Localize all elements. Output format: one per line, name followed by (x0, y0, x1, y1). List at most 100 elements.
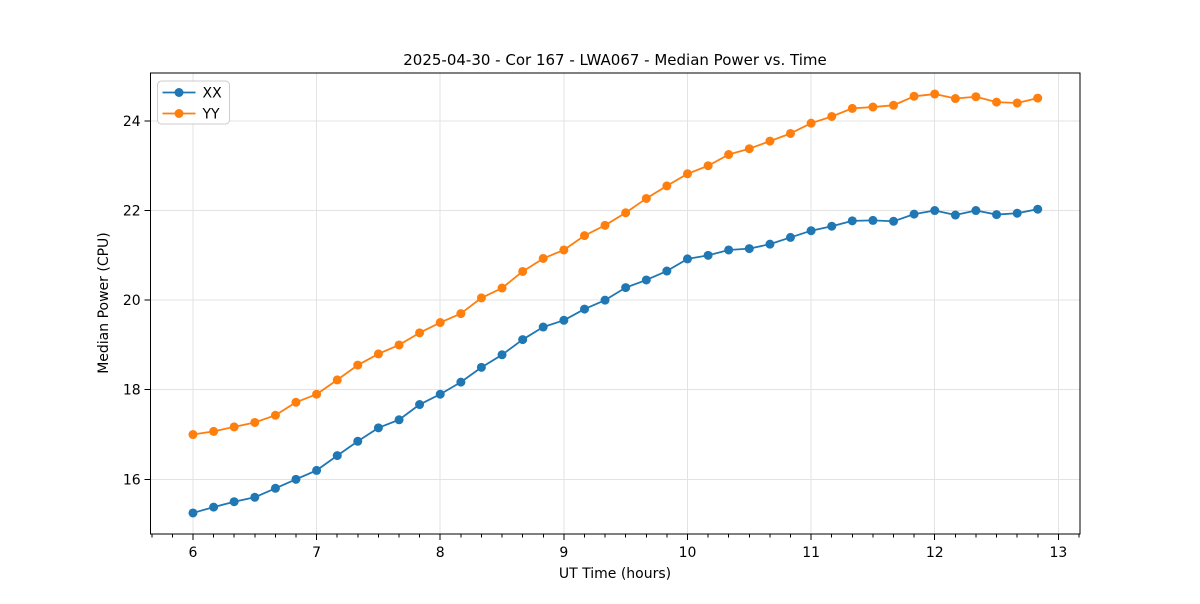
series-yy-point (992, 97, 1002, 107)
series-yy-point (538, 253, 548, 263)
series-yy-point (518, 266, 528, 276)
y-axis-label: Median Power (CPU) (96, 232, 112, 374)
y-tick-label: 18 (123, 383, 141, 399)
series-yy-point (250, 417, 260, 427)
series-xx-point (806, 226, 816, 236)
series-xx-point (992, 210, 1002, 220)
series-yy-point (394, 340, 404, 350)
series-yy-point (806, 118, 816, 128)
series-xx-point (559, 315, 569, 325)
series-xx-point (312, 465, 322, 475)
legend-yy-label: YY (202, 107, 221, 123)
series-yy-point (847, 103, 857, 113)
series-yy-point (312, 389, 322, 399)
series-xx-point (250, 492, 260, 502)
series-xx-point (971, 206, 981, 216)
series-xx-point (930, 206, 940, 216)
legend-xx-marker (174, 88, 184, 97)
series-xx-point (435, 389, 445, 399)
series-xx-point (785, 232, 795, 242)
series-yy-point (1033, 93, 1043, 103)
series-yy-point (415, 328, 425, 338)
series-xx-point (497, 350, 507, 360)
series-yy-point (703, 161, 713, 171)
series-yy-point (641, 193, 651, 203)
series-xx-point (332, 451, 342, 461)
x-tick-label: 6 (189, 545, 198, 561)
series-xx-point (724, 245, 734, 255)
x-tick-label: 11 (802, 545, 820, 561)
plot-border (150, 72, 1081, 535)
series-yy-point (724, 150, 734, 160)
series-xx-point (580, 304, 590, 314)
series-xx-point (209, 502, 219, 512)
series-yy-point (270, 410, 280, 420)
x-tick-label: 7 (312, 545, 321, 561)
y-tick-label: 16 (123, 472, 141, 488)
series-yy-point (682, 169, 692, 179)
series-xx-point (889, 216, 899, 226)
series-yy-point (950, 94, 960, 104)
series-xx-point (600, 295, 610, 305)
series-xx-point (909, 209, 919, 219)
series-xx-point (188, 508, 198, 518)
series-yy-point (580, 231, 590, 241)
series-yy-point (332, 375, 342, 385)
series-xx-point (1033, 204, 1043, 214)
series-yy-point (785, 128, 795, 138)
series-yy-point (353, 360, 363, 370)
series-yy-point (744, 144, 754, 154)
series-xx-point (765, 239, 775, 249)
series-xx-point (662, 266, 672, 276)
series-xx-point (621, 283, 631, 293)
series-yy-point (889, 100, 899, 110)
series-xx-point (744, 244, 754, 254)
series-yy-point (291, 397, 301, 407)
x-axis-label: UT Time (hours) (559, 566, 671, 582)
series-yy-point (600, 220, 610, 230)
series-xx-point (373, 423, 383, 433)
chart-title: 2025-04-30 - Cor 167 - LWA067 - Median P… (403, 51, 827, 69)
series-yy-point (435, 318, 445, 328)
x-tick-label: 12 (926, 545, 944, 561)
series-xx-point (518, 335, 528, 345)
series-xx-point (229, 497, 239, 507)
series-yy-point (559, 245, 569, 255)
series-xx-point (868, 215, 878, 225)
series-yy-point (662, 181, 672, 191)
x-tick-label: 9 (559, 545, 568, 561)
legend-xx-label: XX (203, 86, 223, 102)
series-yy-point (476, 293, 486, 303)
x-tick-label: 13 (1049, 545, 1067, 561)
y-tick-label: 24 (123, 114, 141, 130)
series-yy-point (930, 89, 940, 99)
series-yy-point (456, 309, 466, 319)
series-xx-point (270, 483, 280, 493)
series-xx-point (847, 216, 857, 226)
series-yy-point (1012, 98, 1022, 108)
series-yy-point (971, 92, 981, 102)
series-xx-point (703, 250, 713, 260)
series-xx-point (476, 362, 486, 372)
legend-yy-marker (174, 109, 184, 118)
series-yy-point (373, 349, 383, 359)
plot-area: 6 7 8 9 10 11 12 13 16 18 20 22 24 XX YY (123, 72, 1081, 561)
series-xx-point (538, 322, 548, 332)
series-yy-point (209, 426, 219, 436)
series-yy-point (827, 111, 837, 121)
series-yy-point (188, 430, 198, 440)
series-xx-point (415, 400, 425, 410)
series-yy-point (497, 283, 507, 293)
series-xx-point (827, 221, 837, 231)
series-xx-point (353, 436, 363, 446)
series-yy-point (909, 91, 919, 101)
y-tick-label: 22 (123, 204, 141, 220)
series-xx-point (682, 254, 692, 264)
series-yy-point (621, 208, 631, 218)
series-yy-point (229, 422, 239, 432)
y-tick-label: 20 (123, 293, 141, 309)
series-yy-line (192, 93, 1038, 436)
series-xx-point (1012, 208, 1022, 218)
